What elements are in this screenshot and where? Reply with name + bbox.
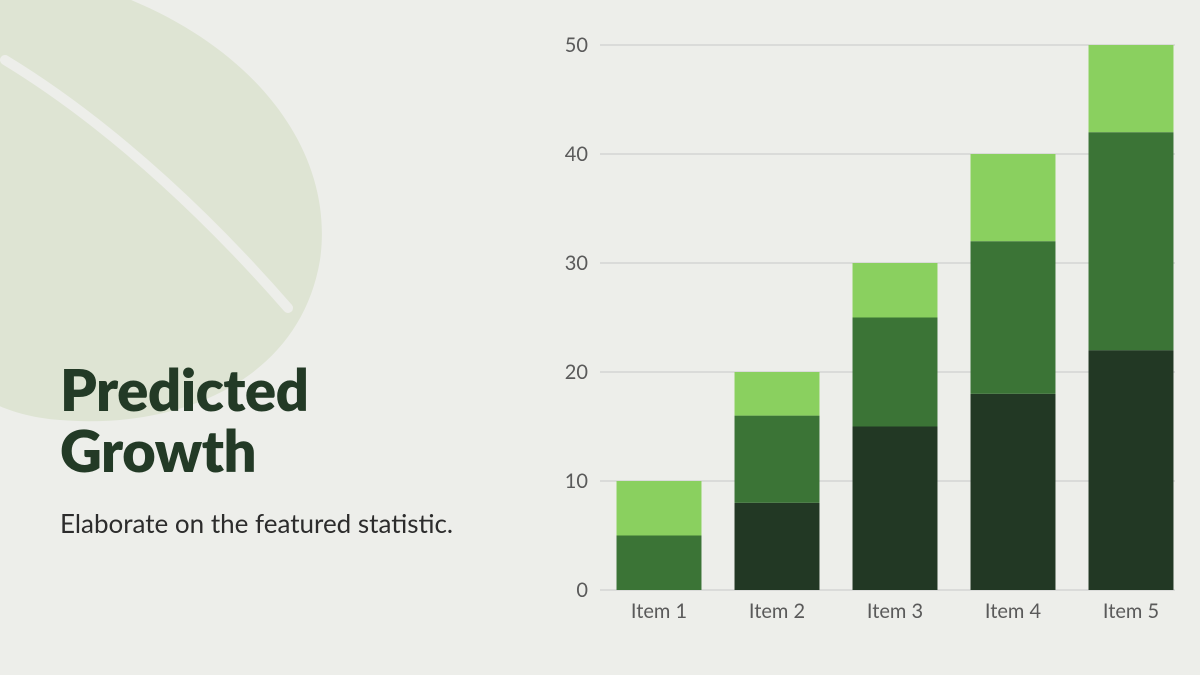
leaf-vein bbox=[5, 60, 288, 308]
text-block: Predicted Growth Elaborate on the featur… bbox=[60, 360, 480, 541]
x-tick-label: Item 2 bbox=[749, 599, 805, 623]
slide-title: Predicted Growth bbox=[60, 360, 480, 482]
bar-segment bbox=[853, 318, 938, 427]
x-tick-label: Item 4 bbox=[985, 599, 1042, 623]
bar-segment bbox=[1089, 132, 1174, 350]
growth-chart: 0 10 20 30 40 50 Item 1 Item 2 Item 3 Item 4 Item … bbox=[555, 30, 1175, 630]
bar-segment bbox=[1089, 45, 1174, 132]
bar-segment bbox=[853, 263, 938, 318]
bar-segment bbox=[853, 427, 938, 591]
x-tick-label: Item 3 bbox=[867, 599, 923, 623]
y-tick-label: 10 bbox=[565, 469, 588, 493]
bar-segment bbox=[971, 394, 1056, 590]
x-tick-label: Item 5 bbox=[1103, 599, 1159, 623]
bar-segment bbox=[735, 503, 820, 590]
x-tick-label: Item 1 bbox=[631, 599, 687, 623]
slide-subtitle: Elaborate on the featured statistic. bbox=[60, 506, 480, 541]
y-tick-label: 0 bbox=[576, 578, 588, 602]
y-tick-label: 20 bbox=[565, 360, 588, 384]
bar-segment bbox=[735, 372, 820, 416]
bar-segment bbox=[971, 241, 1056, 394]
y-tick-label: 30 bbox=[565, 251, 588, 275]
bar-segment bbox=[617, 536, 702, 591]
y-tick-label: 50 bbox=[565, 33, 588, 57]
bar-segment bbox=[735, 416, 820, 503]
bar-segment bbox=[1089, 350, 1174, 590]
slide: Predicted Growth Elaborate on the featur… bbox=[0, 0, 1200, 675]
bar-segment bbox=[617, 481, 702, 536]
y-tick-label: 40 bbox=[565, 142, 588, 166]
bar-segment bbox=[971, 154, 1056, 241]
